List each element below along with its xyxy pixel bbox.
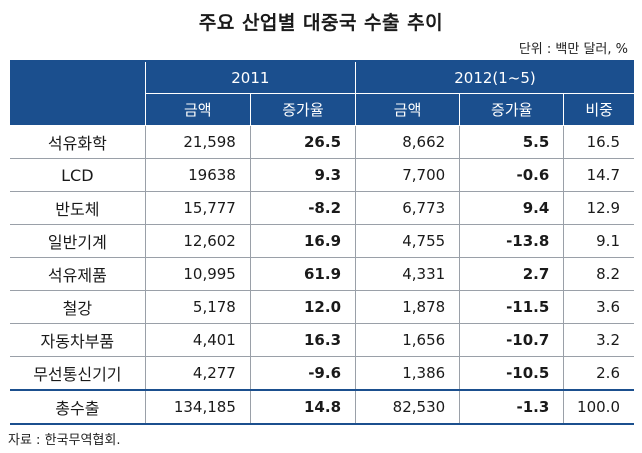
table-cell: 134,185 (145, 389, 251, 425)
table-cell: 1,878 (355, 290, 461, 324)
table-cell: -13.8 (459, 224, 565, 258)
table-cell: 100.0 (563, 389, 634, 425)
table-cell: 12.9 (563, 191, 634, 225)
header-growth-2012: 증가율 (459, 93, 565, 126)
table-cell: -9.6 (250, 356, 357, 391)
unit-note: 단위 : 백만 달러, % (518, 42, 628, 57)
table-row: 석유제품 10,995 61.9 4,331 2.7 8.2 (10, 257, 634, 291)
source-note: 자료 : 한국무역협회. (8, 433, 121, 448)
table-cell: 5,178 (145, 290, 251, 324)
table-cell: 9.3 (250, 158, 357, 192)
row-label: 철강 (10, 290, 146, 324)
row-label: 반도체 (10, 191, 146, 225)
table-cell: -11.5 (459, 290, 565, 324)
table-cell: 12.0 (250, 290, 357, 324)
table-cell: 7,700 (355, 158, 461, 192)
header-blank-cell (10, 60, 146, 126)
row-label: LCD (10, 158, 146, 192)
table-row: 무선통신기기 4,277 -9.6 1,386 -10.5 2.6 (10, 356, 634, 391)
header-growth-2011: 증가율 (250, 93, 357, 126)
table-cell: 26.5 (250, 125, 357, 159)
table-cell: 15,777 (145, 191, 251, 225)
table-cell: 82,530 (355, 389, 461, 425)
table-cell: 4,401 (145, 323, 251, 357)
table-row: 일반기계 12,602 16.9 4,755 -13.8 9.1 (10, 224, 634, 258)
row-label: 일반기계 (10, 224, 146, 258)
table-row: 석유화학 21,598 26.5 8,662 5.5 16.5 (10, 125, 634, 159)
table-cell: 10,995 (145, 257, 251, 291)
table-cell: 21,598 (145, 125, 251, 159)
table-cell: 14.8 (250, 389, 357, 425)
table-cell: 16.5 (563, 125, 634, 159)
row-label: 자동차부품 (10, 323, 146, 357)
header-share-2012: 비중 (563, 93, 634, 126)
table-title: 주요 산업별 대중국 수출 추이 (198, 12, 444, 34)
table-cell: -1.3 (459, 389, 565, 425)
table-cell: 9.4 (459, 191, 565, 225)
header-year-2012: 2012(1~5) (355, 60, 634, 94)
table-cell: 2.6 (563, 356, 634, 391)
table-cell: 16.3 (250, 323, 357, 357)
table-cell: 1,656 (355, 323, 461, 357)
row-label: 총수출 (10, 389, 146, 425)
table-cell: 1,386 (355, 356, 461, 391)
table-cell: 3.6 (563, 290, 634, 324)
table-cell: 8.2 (563, 257, 634, 291)
table-body: 석유화학 21,598 26.5 8,662 5.5 16.5 LCD 19638 9.3 7,7… (10, 125, 634, 425)
total-row: 총수출 134,185 14.8 82,530 -1.3 100.0 (10, 389, 634, 425)
table-cell: 2.7 (459, 257, 565, 291)
row-label: 무선통신기기 (10, 356, 146, 391)
table-row: 반도체 15,777 -8.2 6,773 9.4 12.9 (10, 191, 634, 225)
table-row: 자동차부품 4,401 16.3 1,656 -10.7 3.2 (10, 323, 634, 357)
row-label: 석유제품 (10, 257, 146, 291)
row-label: 석유화학 (10, 125, 146, 159)
table-cell: -8.2 (250, 191, 357, 225)
table-cell: -10.7 (459, 323, 565, 357)
table-cell: 4,331 (355, 257, 461, 291)
table-cell: 4,277 (145, 356, 251, 391)
table-cell: 8,662 (355, 125, 461, 159)
export-table: 2011 2012(1~5) 금액 증가율 금액 증가율 비중 석유화학 21,5… (10, 60, 634, 425)
table-cell: 12,602 (145, 224, 251, 258)
table-cell: 3.2 (563, 323, 634, 357)
table-cell: 5.5 (459, 125, 565, 159)
table-cell: 14.7 (563, 158, 634, 192)
table-cell: 16.9 (250, 224, 357, 258)
table-cell: 4,755 (355, 224, 461, 258)
header-amount-2011: 금액 (145, 93, 251, 126)
table-cell: -0.6 (459, 158, 565, 192)
table-cell: 19638 (145, 158, 251, 192)
table-row: 철강 5,178 12.0 1,878 -11.5 3.6 (10, 290, 634, 324)
header-amount-2012: 금액 (355, 93, 461, 126)
table-cell: -10.5 (459, 356, 565, 391)
table-cell: 6,773 (355, 191, 461, 225)
table-row: LCD 19638 9.3 7,700 -0.6 14.7 (10, 158, 634, 192)
header-year-2011: 2011 (145, 60, 357, 94)
table-cell: 9.1 (563, 224, 634, 258)
table-cell: 61.9 (250, 257, 357, 291)
